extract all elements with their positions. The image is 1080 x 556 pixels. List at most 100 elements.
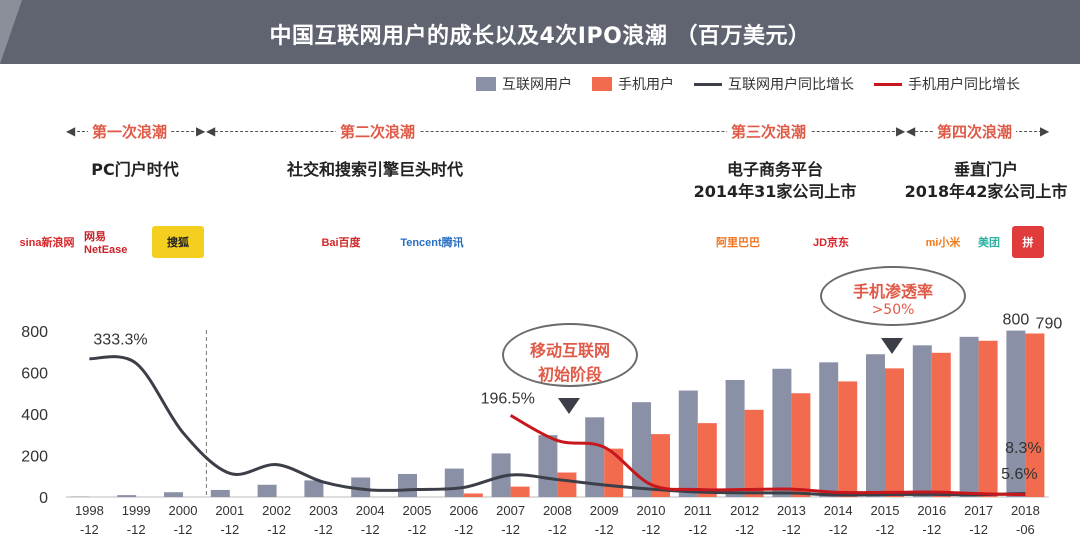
- bar-internet-users: [210, 489, 230, 497]
- x-tick-label: -12: [267, 522, 286, 537]
- arrow-left-icon: ◀: [906, 124, 916, 138]
- x-tick-label: 2015: [871, 503, 900, 518]
- tencent-logo: Tencent腾讯: [396, 226, 468, 258]
- arrow-right-icon: ▶: [196, 124, 206, 138]
- jd-logo: JD京东: [798, 226, 864, 258]
- era-vertical-portal: 垂直门户 2018年42家公司上市: [892, 159, 1080, 203]
- sohu-logo: 搜狐: [152, 226, 204, 258]
- x-tick-label: -12: [314, 522, 333, 537]
- sina-logo-text: sina新浪网: [19, 237, 75, 249]
- y-tick-label: 800: [21, 324, 48, 341]
- bar-mobile-users: [604, 448, 624, 497]
- data-label: 8.3%: [1005, 440, 1041, 457]
- x-tick-label: -12: [829, 522, 848, 537]
- x-tick-label: -12: [735, 522, 754, 537]
- x-tick-label: 2012: [730, 503, 759, 518]
- sina-logo: sina新浪网: [14, 226, 80, 258]
- legend-swatch-internet-users: [476, 77, 496, 91]
- arrow-left-icon: ◀: [66, 124, 76, 138]
- bar-internet-users: [678, 390, 698, 497]
- wave-label-4: 第四次浪潮: [933, 121, 1017, 142]
- bar-internet-users: [819, 362, 839, 497]
- x-tick-label: 2009: [590, 503, 619, 518]
- bar-mobile-users: [931, 352, 951, 497]
- x-tick-label: -12: [501, 522, 520, 537]
- arrow-right-icon: ▶: [896, 124, 906, 138]
- tencent-logo-text: Tencent腾讯: [400, 237, 464, 249]
- callout-mobile-penetration: 手机渗透率 >50%: [820, 266, 966, 326]
- era-social-search: 社交和搜索引擎巨头时代: [250, 159, 500, 181]
- x-tick-label: -12: [80, 522, 99, 537]
- bar-mobile-users: [744, 409, 764, 497]
- bar-internet-users: [725, 379, 745, 497]
- x-tick-label: -12: [454, 522, 473, 537]
- callout-penetration-line2: >50%: [871, 302, 915, 318]
- era-4-line2: 2018年42家公司上市: [904, 182, 1068, 201]
- legend-item-mobile-users: 手机用户: [592, 74, 674, 94]
- data-label: 800: [1003, 312, 1030, 329]
- bar-mobile-users: [838, 381, 858, 497]
- wave-arrow-2-3: [210, 131, 900, 132]
- x-tick-label: -12: [408, 522, 427, 537]
- data-label: 196.5%: [481, 390, 535, 407]
- era-1-line1: PC门户时代: [91, 160, 179, 179]
- callout-mobile-start-pointer-icon: [558, 398, 580, 414]
- legend-label-internet-users: 互联网用户: [502, 77, 572, 93]
- x-tick-label: 2002: [262, 503, 291, 518]
- jd-logo-text: JD京东: [812, 237, 850, 249]
- bar-internet-users: [959, 336, 979, 497]
- bar-mobile-users: [697, 423, 717, 497]
- bar-internet-users: [444, 468, 464, 497]
- sohu-logo-text: 搜狐: [167, 237, 189, 249]
- legend-label-internet-growth: 互联网用户同比增长: [728, 77, 854, 93]
- xiaomi-logo-text: mi小米: [925, 237, 961, 249]
- legend-item-mobile-growth: 手机用户同比增长: [874, 74, 1020, 94]
- line-mobile-growth: [509, 414, 1026, 497]
- x-tick-label: 2004: [356, 503, 385, 518]
- data-label: 5.6%: [1001, 466, 1037, 483]
- y-tick-label: 600: [21, 366, 48, 383]
- bar-mobile-users: [510, 486, 530, 497]
- era-3-line1: 电子商务平台: [726, 160, 823, 179]
- data-label: 790: [1036, 315, 1063, 332]
- bar-mobile-users: [1025, 333, 1045, 497]
- x-tick-label: 2005: [403, 503, 432, 518]
- meituan-logo-text: 美团: [978, 237, 1000, 249]
- legend-label-mobile-users: 手机用户: [618, 77, 674, 93]
- era-2-line1: 社交和搜索引擎巨头时代: [286, 160, 463, 179]
- bar-mobile-users: [463, 493, 483, 497]
- callout-penetration-pointer-icon: [881, 338, 903, 354]
- era-3-line2: 2014年31家公司上市: [693, 182, 857, 201]
- bar-internet-users: [866, 354, 885, 497]
- alibaba-logo-text: 阿里巴巴: [716, 237, 760, 249]
- bar-mobile-users: [978, 340, 998, 497]
- era-pc-portal: PC门户时代: [60, 159, 210, 181]
- x-tick-label: -12: [361, 522, 380, 537]
- xiaomi-logo: mi小米: [918, 226, 968, 258]
- line-internet-growth: [89, 355, 1026, 497]
- chart-title: 中国互联网用户的成长以及4次IPO浪潮 （百万美元）: [269, 24, 811, 49]
- x-tick-label: 1999: [122, 503, 151, 518]
- wave-label-2: 第二次浪潮: [336, 121, 420, 142]
- x-tick-label: 2010: [637, 503, 666, 518]
- x-tick-label: 2013: [777, 503, 806, 518]
- legend-line-mobile-growth: [874, 82, 902, 86]
- bar-internet-users: [538, 435, 558, 497]
- bar-internet-users: [398, 473, 417, 497]
- meituan-logo: 美团: [972, 226, 1006, 258]
- x-tick-label: -12: [548, 522, 567, 537]
- baidu-logo-text: Bai百度: [321, 237, 361, 249]
- bar-internet-users: [351, 477, 371, 497]
- x-tick-label: 2000: [169, 503, 198, 518]
- bar-internet-users: [1006, 330, 1026, 497]
- bar-mobile-users: [885, 368, 904, 497]
- pinduoduo-logo: 拼: [1012, 226, 1044, 258]
- bar-mobile-users: [791, 393, 811, 497]
- x-tick-label: -12: [688, 522, 707, 537]
- x-tick-label: -12: [220, 522, 239, 537]
- netease-logo-text: 网易 NetEase: [84, 231, 128, 256]
- legend-line-internet-growth: [694, 82, 722, 86]
- y-tick-label: 0: [39, 490, 48, 507]
- bar-internet-users: [585, 417, 605, 497]
